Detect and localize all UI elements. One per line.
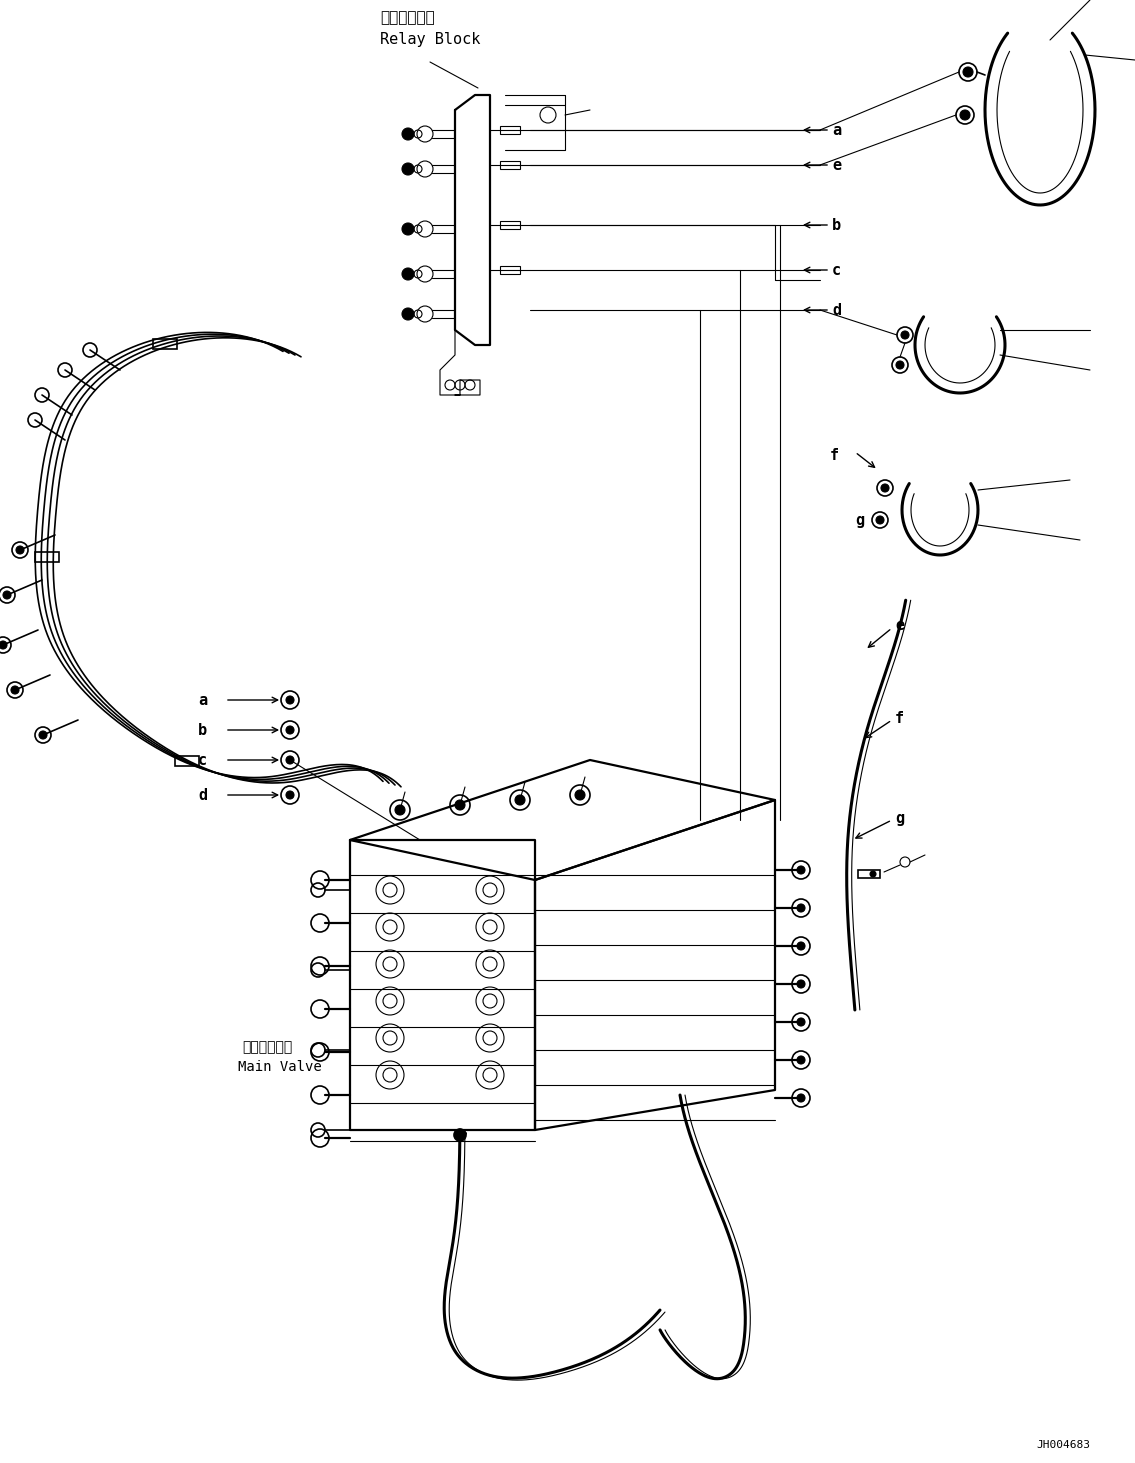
Text: c: c (832, 262, 841, 278)
Circle shape (881, 484, 889, 492)
Circle shape (797, 1018, 805, 1026)
Bar (858, 870, 880, 878)
Circle shape (901, 331, 909, 339)
Circle shape (395, 805, 405, 815)
Circle shape (402, 127, 414, 140)
Circle shape (16, 546, 24, 554)
Text: e: e (896, 617, 905, 632)
Circle shape (455, 800, 465, 811)
Text: メインバルブ: メインバルブ (242, 1040, 292, 1053)
Circle shape (286, 696, 294, 704)
Bar (153, 338, 177, 348)
Text: g: g (855, 512, 864, 528)
Circle shape (3, 591, 11, 598)
Text: 中継ブロック: 中継ブロック (380, 10, 435, 25)
Circle shape (515, 794, 526, 805)
Circle shape (962, 67, 973, 78)
Text: g: g (896, 811, 905, 825)
Bar (35, 552, 59, 562)
Text: f: f (830, 448, 839, 462)
Circle shape (286, 726, 294, 734)
Circle shape (402, 222, 414, 236)
Text: b: b (197, 723, 207, 737)
Circle shape (286, 756, 294, 764)
Text: d: d (832, 303, 841, 317)
Circle shape (797, 980, 805, 988)
Circle shape (402, 309, 414, 320)
Circle shape (11, 686, 19, 693)
Bar (501, 126, 520, 135)
Text: a: a (197, 692, 207, 708)
Circle shape (0, 641, 7, 650)
Circle shape (797, 866, 805, 873)
Text: Main Valve: Main Valve (238, 1061, 321, 1074)
Text: a: a (832, 123, 841, 138)
Circle shape (454, 1129, 466, 1141)
Text: b: b (832, 218, 841, 233)
Circle shape (402, 268, 414, 279)
Circle shape (876, 516, 884, 524)
Text: d: d (197, 787, 207, 803)
Text: e: e (832, 158, 841, 173)
Circle shape (871, 870, 876, 876)
Circle shape (797, 904, 805, 911)
Bar (501, 221, 520, 230)
Circle shape (575, 790, 585, 800)
Text: f: f (896, 711, 905, 726)
Bar (501, 266, 520, 274)
Text: Relay Block: Relay Block (380, 32, 480, 47)
Circle shape (896, 361, 903, 369)
Circle shape (797, 942, 805, 949)
Circle shape (286, 791, 294, 799)
Circle shape (402, 162, 414, 176)
Circle shape (960, 110, 970, 120)
Text: JH004683: JH004683 (1036, 1440, 1090, 1450)
Bar (501, 161, 520, 170)
Circle shape (797, 1056, 805, 1064)
Circle shape (797, 1094, 805, 1102)
Circle shape (39, 732, 47, 739)
Text: c: c (197, 752, 207, 768)
Bar (175, 756, 199, 767)
